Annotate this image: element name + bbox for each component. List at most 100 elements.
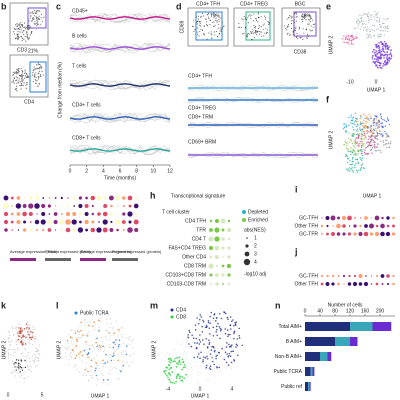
cell-dot: [188, 331, 191, 334]
cell-dot: [24, 35, 26, 38]
cell-dot: [181, 375, 183, 377]
cell-dot: [382, 62, 385, 65]
cell-dot: [36, 25, 38, 27]
cell-dot: [170, 358, 172, 360]
cell-dot: [205, 18, 207, 21]
cell-dot: [361, 122, 364, 124]
expr-dot: [4, 228, 8, 232]
cell-dot: [110, 317, 112, 319]
cell-dot: [18, 68, 20, 70]
cell-dot: [8, 348, 10, 350]
cell-dot: [205, 324, 208, 327]
cell-dot: [121, 367, 123, 369]
expr-dot: [98, 205, 100, 207]
cell-dot: [373, 132, 375, 134]
cell-dot: [32, 71, 34, 74]
cell-dot: [354, 140, 356, 142]
cell-dot: [377, 28, 379, 30]
cell-dot: [20, 335, 22, 337]
cell-dot: [379, 64, 382, 67]
cell-dot: [35, 12, 37, 14]
label: CD4+ TREG: [240, 1, 268, 7]
label: CD3: [17, 47, 27, 53]
cell-dot: [128, 338, 131, 341]
cell-dot: [188, 343, 190, 345]
cell-dot: [17, 70, 19, 72]
cell-dot: [243, 16, 245, 18]
cell-dot: [28, 328, 30, 330]
cell-dot: [125, 351, 127, 353]
cell-dot: [127, 337, 129, 339]
cell-dot: [8, 335, 11, 337]
cell-dot: [205, 364, 208, 367]
cell-dot: [114, 366, 116, 368]
label: 1: [254, 235, 257, 241]
cell-dot: [234, 324, 237, 326]
cell-dot: [35, 22, 37, 24]
cell-dot: [32, 80, 34, 83]
cell-dot: [92, 325, 94, 327]
cell-dot: [25, 72, 28, 75]
expr-dot: [103, 203, 108, 209]
cell-dot: [183, 363, 186, 366]
expr-dot: [60, 196, 63, 200]
cell-dot: [357, 19, 359, 21]
cell-dot: [352, 171, 354, 173]
cell-dot: [22, 79, 24, 81]
cell-dot: [362, 138, 364, 140]
cell-dot: [377, 124, 379, 126]
cell-dot: [17, 31, 19, 33]
label: -10: [346, 79, 353, 85]
cell-dot: [355, 154, 357, 156]
cell-dot: [200, 21, 202, 23]
cell-dot: [14, 375, 16, 377]
cell-dot: [363, 12, 365, 14]
cell-dot: [293, 21, 296, 24]
cell-dot: [111, 355, 114, 358]
cell-dot: [305, 28, 308, 30]
label: UMAP 2: [151, 341, 157, 360]
cell-dot: [344, 38, 347, 41]
cell-dot: [113, 359, 115, 361]
expr-dot: [97, 212, 101, 216]
cell-dot: [73, 364, 75, 367]
cell-dot: [166, 366, 169, 369]
cell-dot: [359, 140, 361, 143]
label: CD8: [176, 314, 186, 320]
cell-dot: [387, 134, 390, 137]
cell-dot: [209, 322, 211, 324]
cell-dot: [235, 321, 238, 323]
cell-dot: [88, 379, 90, 381]
cell-dot: [369, 115, 371, 117]
cell-dot: [374, 115, 376, 117]
cell-dot: [286, 33, 289, 35]
cell-dot: [20, 88, 22, 90]
cell-dot: [218, 313, 221, 315]
cell-dot: [367, 141, 369, 143]
cell-dot: [374, 54, 377, 56]
expr-dot: [22, 211, 27, 217]
cell-dot: [295, 26, 297, 28]
expr-dot: [10, 196, 14, 200]
cell-dot: [89, 321, 91, 323]
row-label: GC-TFH: [299, 273, 318, 279]
cell-dot: [37, 67, 39, 69]
cell-dot: [37, 62, 39, 64]
label: UMAP 1: [191, 393, 210, 399]
expr-dot: [134, 196, 138, 200]
cell-dot: [369, 142, 371, 145]
cell-dot: [305, 19, 307, 21]
cell-dot: [112, 326, 114, 328]
cell-dot: [196, 342, 199, 344]
cell-dot: [17, 366, 19, 368]
cell-dot: [367, 15, 370, 18]
cell-dot: [15, 369, 18, 371]
cell-dot: [198, 21, 200, 23]
cell-dot: [27, 27, 29, 29]
cell-dot: [86, 321, 88, 323]
cell-dot: [343, 35, 345, 37]
cell-dot: [97, 379, 99, 381]
cell-dot: [383, 144, 385, 146]
cell-dot: [20, 353, 22, 355]
